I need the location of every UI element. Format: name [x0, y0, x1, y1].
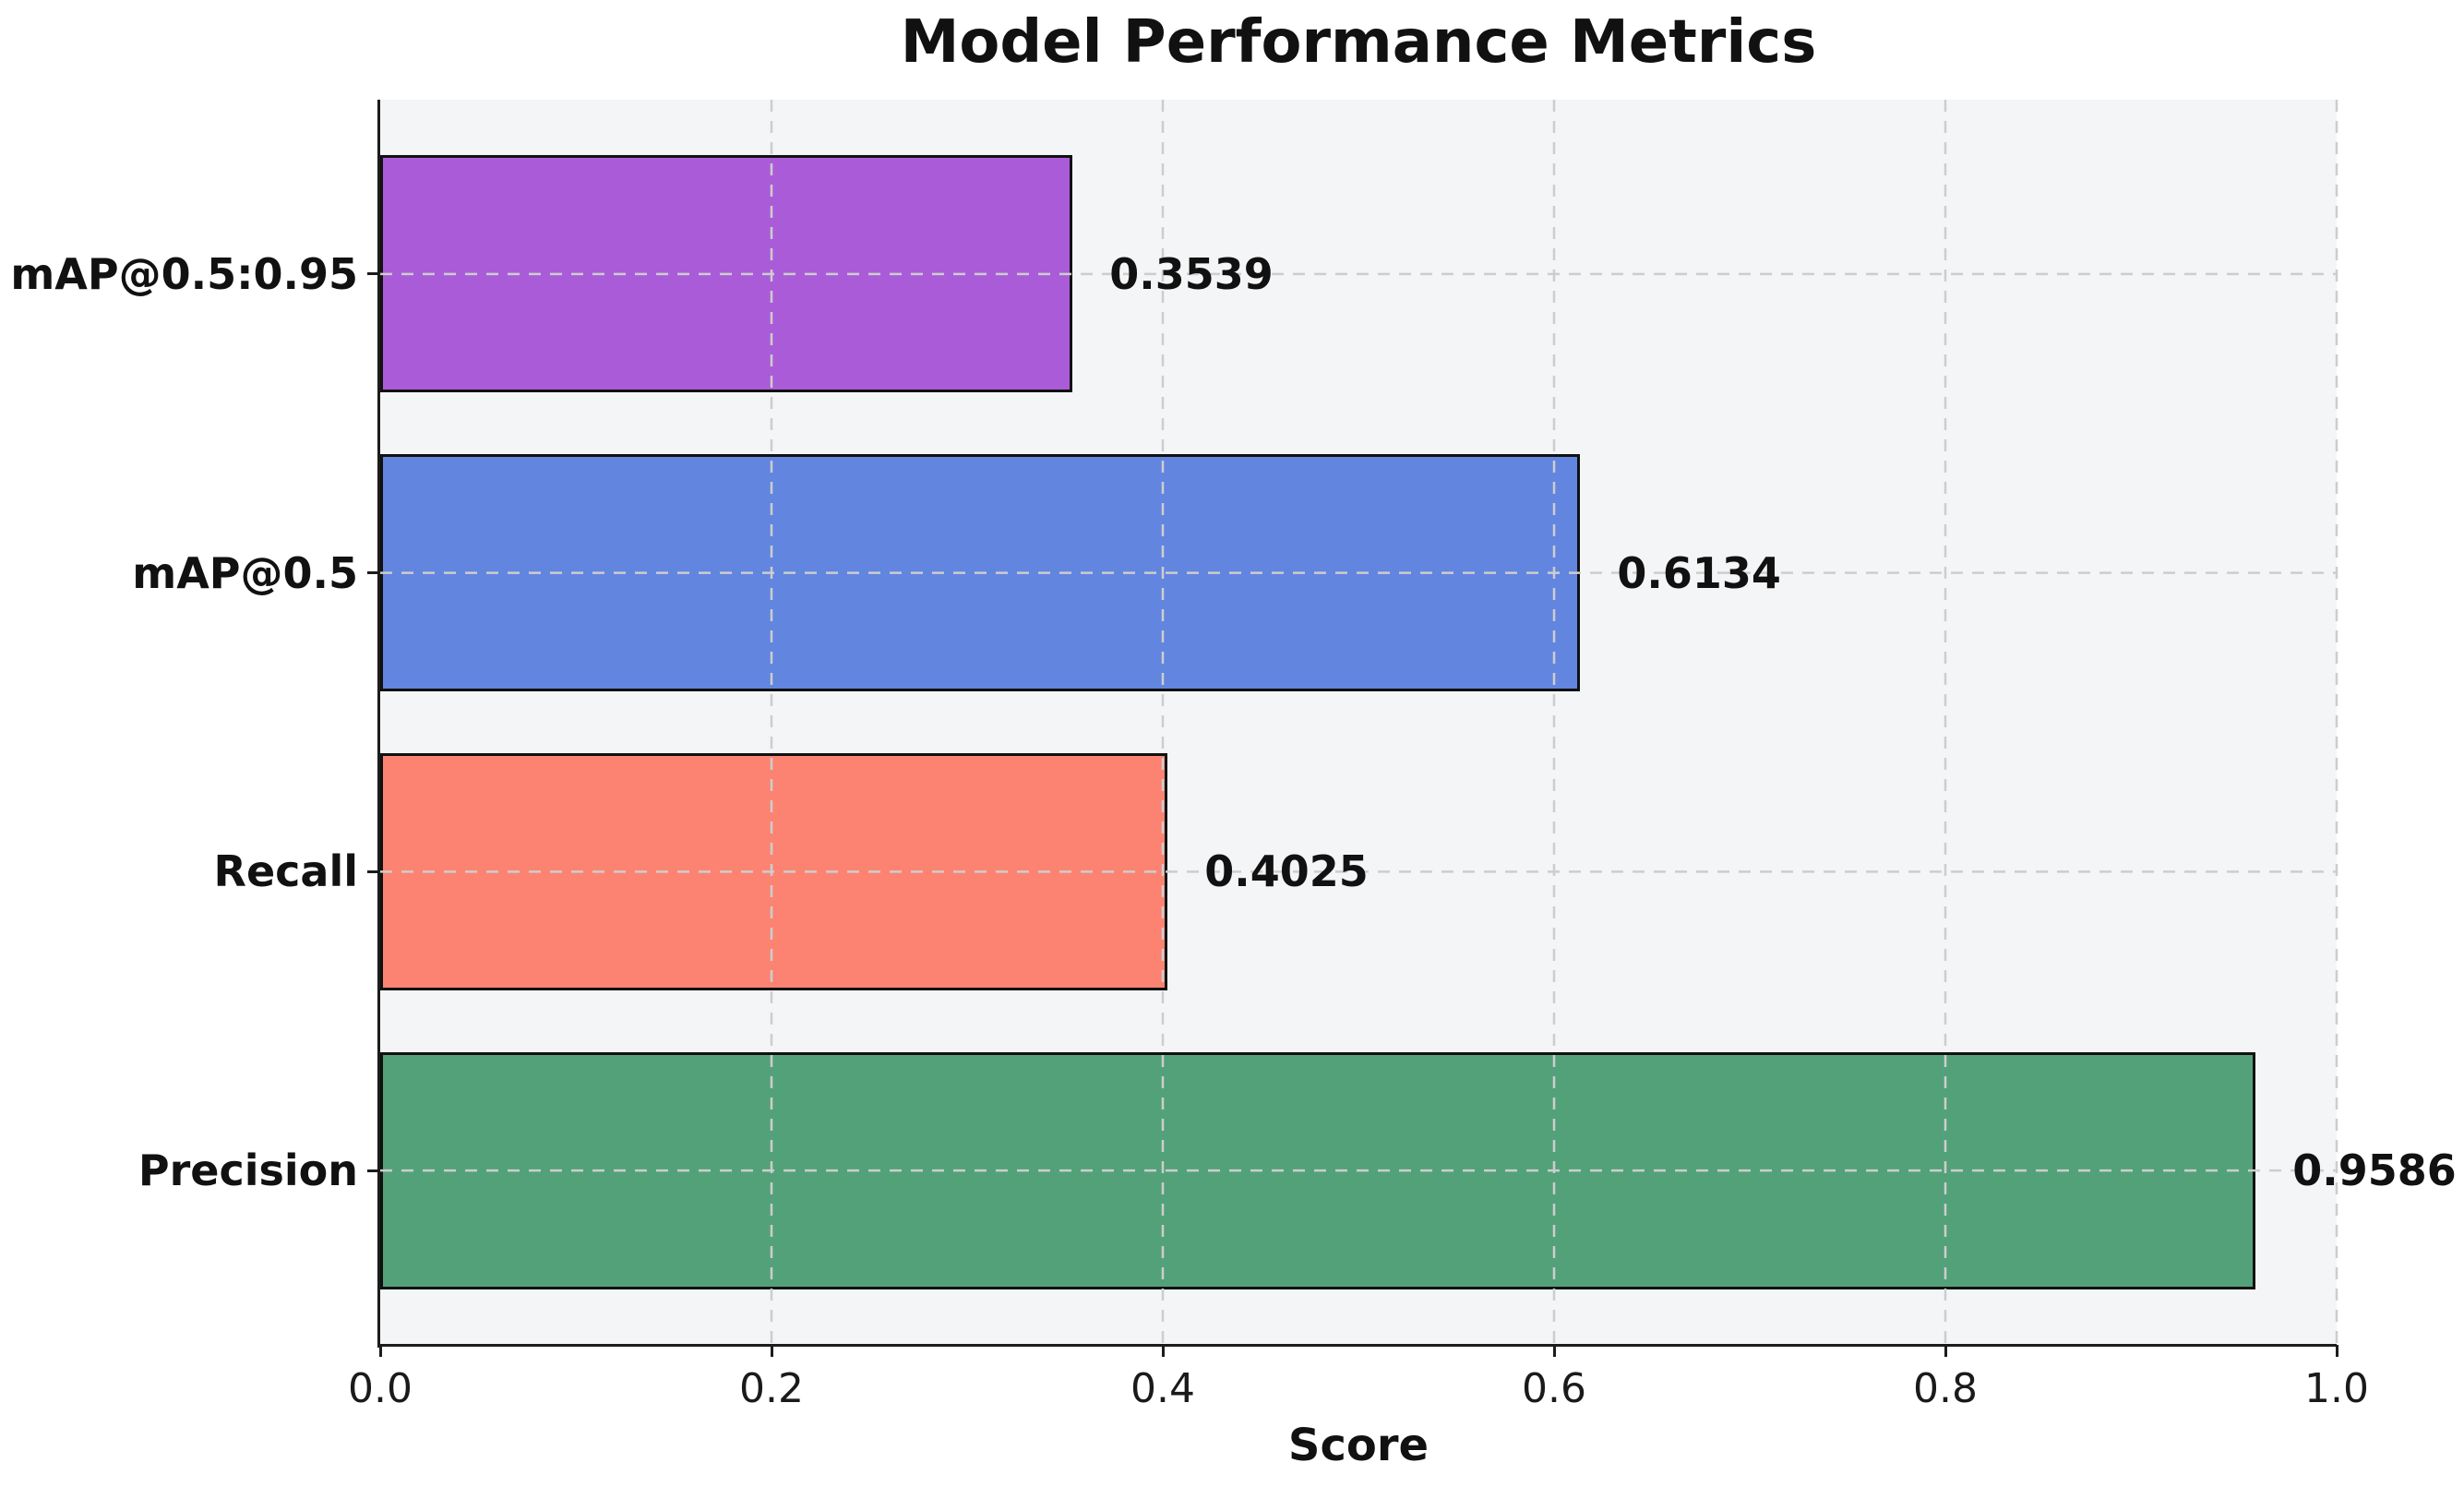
x-tick-mark	[378, 1345, 382, 1357]
y-tick-mark	[367, 1169, 380, 1172]
y-tick-label: mAP@0.5	[132, 547, 358, 598]
x-tick-mark	[2335, 1345, 2338, 1357]
x-axis-label: Score	[1287, 1420, 1429, 1471]
x-tick-label: 0.0	[348, 1365, 413, 1412]
y-tick-mark	[367, 272, 380, 276]
bar-value-label: 0.6134	[1617, 547, 1781, 598]
left-spine	[377, 100, 380, 1348]
bar-value-label: 0.4025	[1204, 846, 1369, 897]
y-tick-label: mAP@0.5:0.95	[10, 248, 358, 299]
x-tick-mark	[1944, 1345, 1947, 1357]
x-tick-mark	[770, 1345, 773, 1357]
chart-title: Model Performance Metrics	[900, 8, 1817, 77]
y-tick-mark	[367, 571, 380, 575]
y-tick-label: Recall	[213, 846, 358, 897]
x-tick-label: 0.6	[1522, 1365, 1586, 1412]
bar-value-label: 0.9586	[2292, 1145, 2457, 1196]
y-tick-label: Precision	[138, 1145, 358, 1196]
bar-value-label: 0.3539	[1109, 248, 1274, 299]
x-tick-mark	[1552, 1345, 1556, 1357]
x-tick-label: 0.4	[1130, 1365, 1195, 1412]
y-tick-mark	[367, 869, 380, 873]
x-tick-label: 1.0	[2304, 1365, 2369, 1412]
bottom-spine	[377, 1344, 2337, 1347]
x-tick-mark	[1161, 1345, 1165, 1357]
x-tick-label: 0.8	[1913, 1365, 1978, 1412]
x-tick-label: 0.2	[739, 1365, 804, 1412]
